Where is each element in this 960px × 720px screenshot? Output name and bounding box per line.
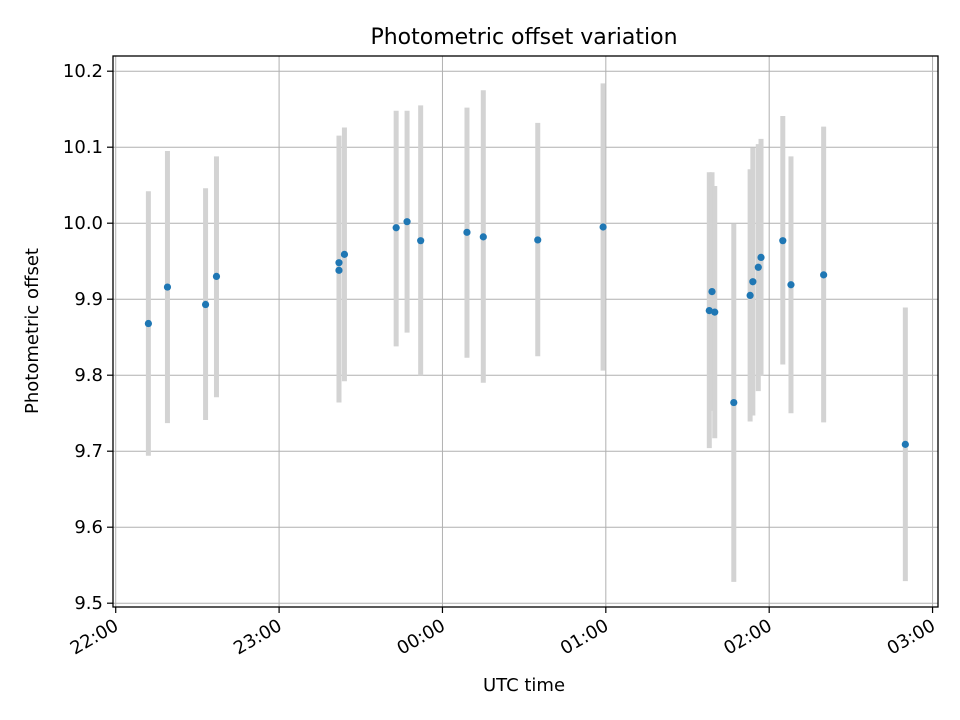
y-axis-label: Photometric offset (22, 248, 43, 414)
data-point (479, 233, 487, 241)
data-point (340, 250, 349, 258)
y-tick-label: 9.6 (74, 517, 103, 538)
y-tick-label: 9.5 (74, 593, 103, 614)
y-tick-label: 10.2 (63, 61, 103, 82)
y-tick-label: 10.1 (63, 137, 103, 158)
data-point (403, 218, 411, 226)
data-point (749, 278, 757, 286)
data-point (705, 307, 713, 315)
data-point (335, 266, 343, 274)
data-point (754, 263, 762, 271)
data-point (163, 283, 172, 291)
data-point (201, 300, 210, 309)
data-point (599, 223, 607, 231)
data-point (463, 228, 471, 236)
y-tick-label: 9.7 (74, 441, 103, 462)
data-point (392, 224, 400, 232)
data-point (779, 237, 787, 245)
data-point (820, 271, 828, 279)
data-point (335, 259, 343, 267)
data-point (730, 398, 738, 407)
data-points (144, 218, 909, 448)
data-point (144, 319, 152, 328)
data-point (787, 281, 795, 289)
grid (113, 56, 938, 607)
y-tick-label: 10.0 (63, 213, 103, 234)
y-tick-label: 9.8 (74, 365, 103, 386)
data-point (212, 272, 221, 280)
data-point (534, 236, 542, 244)
x-axis-label: UTC time (483, 675, 565, 696)
chart-title: Photometric offset variation (370, 25, 677, 50)
data-point (708, 288, 716, 296)
data-point (757, 253, 765, 261)
data-point (711, 308, 719, 316)
y-axis-ticks: 9.5 9.6 9.7 9.8 9.9 10.0 10.1 10.2 (63, 61, 113, 614)
data-point (746, 291, 754, 299)
plot-frame (112, 55, 939, 608)
data-point (417, 237, 425, 245)
y-tick-label: 9.9 (74, 289, 103, 310)
data-point (901, 440, 909, 448)
